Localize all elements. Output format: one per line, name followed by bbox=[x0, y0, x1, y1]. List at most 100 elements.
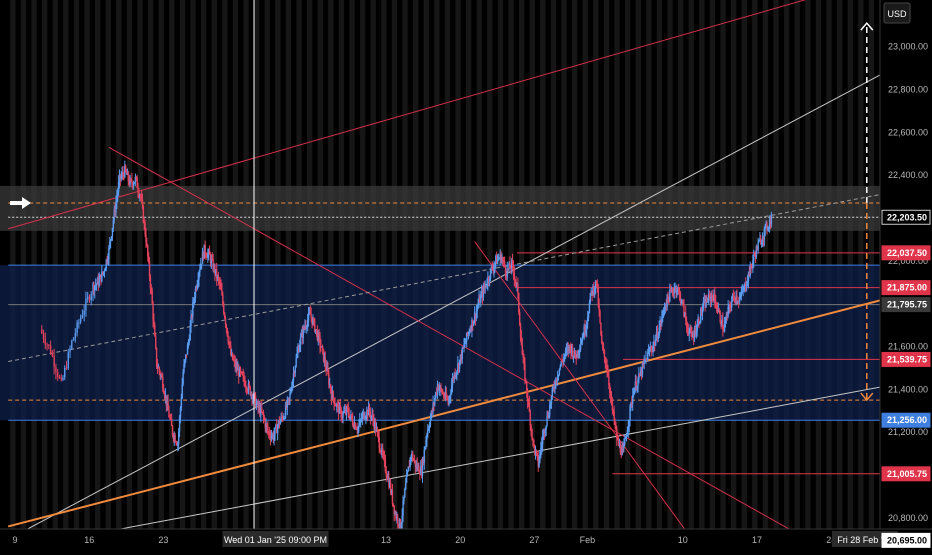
candle-body bbox=[46, 344, 48, 346]
candle-body bbox=[547, 415, 549, 418]
candle-body bbox=[472, 319, 474, 326]
session-band bbox=[413, 0, 419, 529]
candle-body bbox=[83, 310, 85, 316]
candle-body bbox=[622, 448, 624, 450]
candle-body bbox=[670, 289, 672, 291]
candle-body bbox=[414, 460, 417, 467]
candle-body bbox=[396, 516, 398, 519]
candle-body bbox=[700, 308, 703, 314]
candle-body bbox=[601, 334, 603, 344]
candle-body bbox=[383, 456, 386, 460]
candle-body bbox=[114, 209, 116, 213]
candle-body bbox=[650, 348, 652, 350]
candle-body bbox=[515, 281, 517, 285]
candle-body bbox=[538, 460, 540, 467]
candle-body bbox=[480, 295, 482, 303]
candle-body bbox=[312, 319, 314, 324]
candle-body bbox=[208, 250, 211, 255]
candle-body bbox=[686, 325, 689, 331]
candle-body bbox=[335, 404, 337, 407]
candle-body bbox=[549, 403, 552, 406]
candle-body bbox=[506, 268, 508, 277]
candle-body bbox=[459, 354, 462, 360]
candle-body bbox=[730, 301, 733, 308]
candle-body bbox=[190, 315, 192, 326]
candle-body bbox=[238, 368, 241, 377]
candle-body bbox=[400, 523, 402, 530]
candle-body bbox=[379, 448, 381, 452]
candle-body bbox=[219, 283, 221, 285]
candle-body bbox=[160, 375, 162, 377]
candle-body bbox=[567, 347, 569, 352]
candle-body bbox=[376, 429, 379, 433]
candle-body bbox=[495, 256, 497, 263]
candle-body bbox=[217, 276, 220, 280]
candle-body bbox=[600, 322, 602, 335]
candle-body bbox=[199, 268, 201, 273]
candle-body bbox=[187, 342, 190, 345]
candle-body bbox=[226, 328, 228, 336]
session-band bbox=[582, 0, 588, 529]
candle-body bbox=[610, 395, 613, 400]
candle-body bbox=[133, 181, 136, 184]
candle-body bbox=[534, 450, 537, 454]
candle-body bbox=[437, 384, 440, 391]
session-band bbox=[720, 0, 726, 529]
candle-body bbox=[116, 197, 118, 203]
candle-body bbox=[297, 349, 299, 354]
session-band bbox=[179, 0, 186, 529]
candle-body bbox=[418, 465, 420, 473]
candle-body bbox=[504, 266, 507, 274]
candle-body bbox=[465, 341, 467, 344]
price-badge-label: 22,037.50 bbox=[887, 248, 927, 258]
candle-body bbox=[307, 313, 310, 320]
candle-body bbox=[123, 174, 125, 178]
candle-body bbox=[208, 250, 210, 254]
candle-body bbox=[104, 268, 107, 271]
candle-body bbox=[625, 436, 628, 438]
candle-body bbox=[471, 319, 473, 331]
candle-body bbox=[751, 266, 753, 268]
trend-lines bbox=[7, 0, 926, 555]
candle-body bbox=[620, 452, 622, 456]
candle-body bbox=[557, 374, 560, 378]
candle-body bbox=[623, 444, 625, 449]
time-axis: 9 16 23 13 20 27 Feb 10 17 24 Wed 01 Jan '25 09:00… bbox=[0, 528, 932, 550]
candle-body bbox=[276, 426, 279, 434]
candle-body bbox=[367, 406, 370, 416]
candle-body bbox=[654, 341, 656, 346]
candle-body bbox=[124, 165, 126, 178]
candle-body bbox=[252, 397, 254, 399]
candle-body bbox=[542, 430, 545, 437]
session-band bbox=[603, 0, 610, 529]
candle-body bbox=[399, 519, 402, 530]
candle-body bbox=[156, 366, 159, 368]
candle-body bbox=[186, 344, 189, 355]
candle-body bbox=[656, 331, 659, 339]
candle-body bbox=[551, 388, 554, 397]
candle-body bbox=[516, 283, 518, 285]
candle-body bbox=[291, 380, 294, 389]
candle-body bbox=[513, 272, 516, 280]
candle-body bbox=[745, 285, 748, 288]
candle-body bbox=[147, 256, 150, 262]
candle-body bbox=[741, 290, 743, 292]
candle-body bbox=[385, 471, 387, 476]
crosshair-date-label: Wed 01 Jan '25 09:00 PM bbox=[224, 535, 327, 545]
candle-body bbox=[713, 293, 715, 300]
candle-body bbox=[174, 435, 176, 442]
candle-body bbox=[142, 206, 145, 223]
currency-button[interactable] bbox=[883, 2, 911, 24]
candle-body bbox=[633, 388, 636, 395]
candle-body bbox=[550, 396, 553, 404]
candle-body bbox=[419, 472, 421, 475]
candle-body bbox=[591, 290, 593, 295]
candle-body bbox=[609, 385, 611, 394]
session-band bbox=[84, 0, 90, 529]
session-band bbox=[476, 0, 482, 529]
candle-body bbox=[531, 429, 533, 440]
date-tick-label: 13 bbox=[381, 535, 391, 545]
candle-body bbox=[407, 466, 410, 472]
